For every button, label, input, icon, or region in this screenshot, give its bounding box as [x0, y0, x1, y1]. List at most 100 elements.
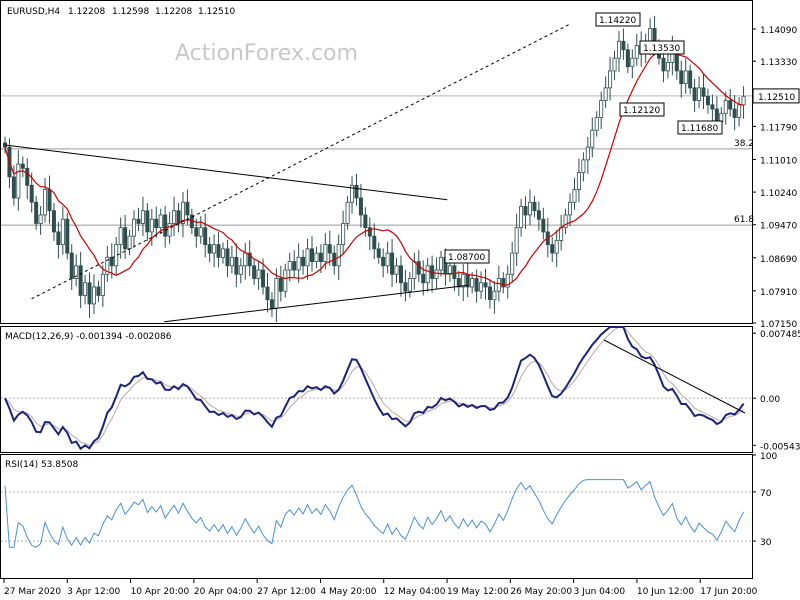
candle-body [447, 265, 452, 275]
candle-body [132, 218, 137, 237]
candle-body [327, 244, 332, 254]
candle-body [74, 265, 79, 279]
candle-body [238, 265, 243, 275]
candle-body [581, 159, 586, 173]
current-price-box [752, 88, 800, 104]
price-label-box [444, 249, 490, 264]
candle-body [585, 146, 590, 161]
candle-body [398, 265, 403, 284]
candle-body [456, 278, 461, 288]
candle-body [554, 239, 559, 254]
candle-body [470, 278, 475, 288]
candle-body [212, 244, 217, 254]
candle-body [434, 269, 439, 279]
price-tick-label: 1.11790 [760, 123, 797, 133]
price-tick-label: 1.14090 [760, 26, 797, 36]
candle-body [407, 278, 412, 292]
candle-body [96, 286, 101, 296]
price-tick-label: 1.10240 [760, 189, 797, 199]
candle-body [403, 282, 408, 292]
symbol-label: EURUSD,H4 [7, 7, 60, 17]
candle-body [47, 189, 52, 212]
candle-body [136, 218, 141, 224]
candle-body [38, 214, 43, 224]
candle-body [145, 210, 150, 233]
candle-body [590, 129, 595, 148]
candle-body [661, 57, 666, 72]
candle-body [487, 286, 492, 301]
candle-body [741, 95, 746, 106]
x-tick-label: 19 May 12:00 [447, 587, 509, 597]
price-panel-border [0, 0, 753, 324]
candle-body [261, 269, 266, 288]
candle-body [683, 70, 688, 85]
rsi-tick-label: 100 [760, 452, 777, 462]
candle-body [225, 248, 230, 267]
candle-body [550, 244, 555, 254]
candle-body [621, 40, 626, 51]
candle-body [51, 210, 56, 233]
candle-body [29, 184, 34, 203]
candle-body [679, 70, 684, 85]
candle-body [532, 201, 537, 212]
candle-body [523, 206, 528, 216]
x-tick-label: 27 Mar 2020 [4, 587, 61, 597]
time-axis: 27 Mar 2020 3 Apr 12:00 10 Apr 20:00 20 Apr… [3, 578, 758, 597]
candle-body [60, 218, 65, 246]
candle-body [243, 252, 248, 267]
candle-body [158, 214, 163, 229]
candle-body [247, 252, 252, 267]
price-tick-label: 1.09470 [760, 222, 797, 232]
candle-body [505, 273, 510, 288]
candle-body [608, 70, 613, 89]
candle-body [665, 62, 670, 72]
candle-body [180, 201, 185, 224]
candle-body [363, 214, 368, 229]
x-tick-label: 20 Apr 04:00 [194, 587, 253, 597]
candle-body [198, 227, 203, 237]
candle-body [252, 265, 257, 279]
candle-body [283, 269, 288, 292]
price-label-text: 1.13530 [643, 44, 680, 54]
x-tick-label: 3 Apr 12:00 [67, 587, 120, 597]
low-value: 1.12208 [155, 7, 192, 17]
candle-body [16, 163, 21, 199]
candle-body [421, 273, 426, 284]
candle-body [127, 235, 132, 250]
candle-body [527, 201, 532, 216]
candle-body [376, 248, 381, 258]
rsi-axis: 100 70 30 [1, 452, 777, 548]
candle-body [265, 286, 270, 301]
x-tick-label: 10 Apr 20:00 [131, 587, 190, 597]
candle-body [461, 273, 466, 288]
candle-body [496, 278, 501, 292]
candle-body [341, 223, 346, 246]
x-tick-label: 26 May 20:00 [510, 587, 572, 597]
candle-body [149, 218, 154, 233]
candle-body [287, 261, 292, 271]
price-tick-label: 1.07150 [760, 320, 797, 330]
candle-body [688, 70, 693, 89]
macd-tick-label: -0.005431 [760, 442, 800, 452]
candle-body [109, 256, 114, 267]
candle-body [105, 256, 110, 275]
fib-label: 38.2 [734, 139, 754, 149]
candle-body [176, 210, 181, 224]
candle-body [559, 227, 564, 241]
candle-body [203, 227, 208, 246]
price-tick-label: 1.08690 [760, 255, 797, 265]
candle-body [634, 45, 639, 59]
rsi-tick-label: 70 [760, 489, 772, 499]
price-grid: 38.2 61.8 [1, 95, 754, 226]
ma-line [4, 50, 744, 286]
candle-body [100, 273, 105, 296]
x-tick-label: 27 Apr 12:00 [257, 587, 316, 597]
candle-body [25, 167, 30, 186]
rsi-panel-border [0, 454, 753, 579]
candle-body [278, 278, 283, 292]
candle-body [568, 201, 573, 216]
current-price-label: 1.12510 [758, 93, 795, 103]
candle-body [519, 206, 524, 229]
watermark: ActionForex.com [175, 41, 358, 66]
